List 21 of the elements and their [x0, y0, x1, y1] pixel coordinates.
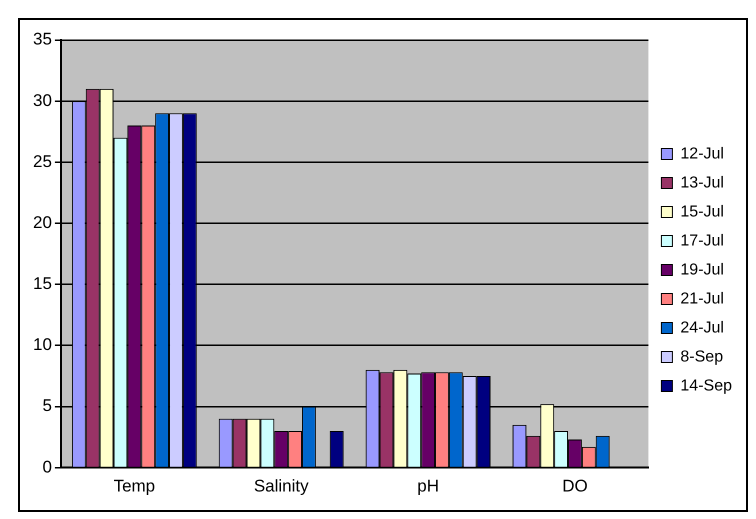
- legend-label: 21-Jul: [680, 290, 724, 308]
- y-tick-label: 25: [32, 152, 52, 171]
- x-tick-label: DO: [562, 476, 588, 496]
- x-tick-label: Temp: [114, 476, 156, 496]
- y-tick-label: 15: [32, 274, 52, 294]
- legend-label: 14-Sep: [680, 377, 732, 394]
- legend-label: 13-Jul: [680, 174, 724, 192]
- x-tick-label: pH: [417, 476, 439, 496]
- y-tick-label: 0: [42, 457, 52, 476]
- y-tick-label: 35: [32, 30, 52, 49]
- x-tick-label: Salinity: [254, 476, 310, 496]
- y-tick-label: 30: [32, 90, 52, 110]
- y-tick-label: 5: [42, 396, 52, 416]
- y-tick-label: 10: [32, 335, 52, 354]
- legend-label: 17-Jul: [680, 232, 724, 250]
- legend-label: 8-Sep: [680, 348, 724, 366]
- legend-label: 15-Jul: [680, 203, 724, 220]
- legend-label: 19-Jul: [680, 261, 724, 278]
- y-tick-label: 20: [32, 212, 52, 232]
- legend-label: 12-Jul: [680, 145, 724, 162]
- legend-label: 24-Jul: [680, 319, 724, 336]
